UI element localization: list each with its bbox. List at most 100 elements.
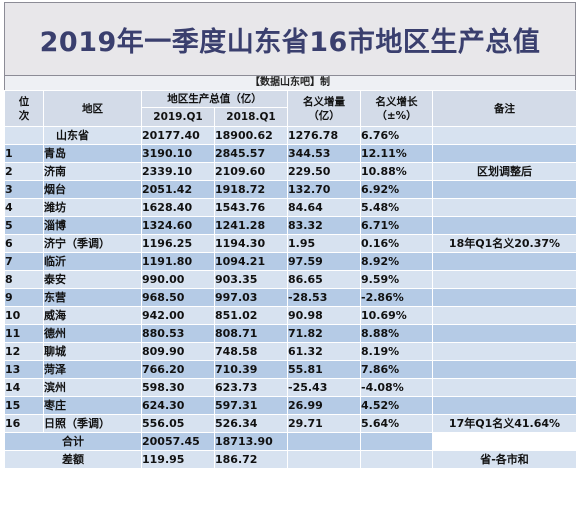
province-2019: 20177.40 — [141, 126, 215, 145]
row-increase: 29.71 — [287, 414, 361, 433]
header-note: 备注 — [432, 90, 577, 127]
row-2018: 1094.21 — [214, 252, 288, 271]
row-note — [432, 270, 577, 289]
row-growth: 6.71% — [360, 216, 433, 235]
row-2018: 1918.72 — [214, 180, 288, 199]
row-growth: -4.08% — [360, 378, 433, 397]
province-row: 山东省 20177.40 18900.62 1276.78 6.76% — [4, 126, 577, 145]
row-note — [432, 252, 577, 271]
row-growth: -2.86% — [360, 288, 433, 307]
row-region: 济南 — [43, 162, 142, 181]
header-2019q1: 2019.Q1 — [141, 107, 215, 127]
row-region: 日照（季调） — [43, 414, 142, 433]
row-note — [432, 396, 577, 415]
province-increase: 1276.78 — [287, 126, 361, 145]
row-note — [432, 324, 577, 343]
row-rank: 15 — [4, 396, 44, 415]
province-name: 山东省 — [43, 126, 142, 145]
row-2019: 3190.10 — [141, 144, 215, 163]
row-growth: 6.92% — [360, 180, 433, 199]
row-2019: 809.90 — [141, 342, 215, 361]
row-region: 临沂 — [43, 252, 142, 271]
diff-note: 省-各市和 — [432, 450, 577, 469]
source-credit: 【数据山东吧】制 — [4, 76, 576, 90]
row-region: 济宁（季调） — [43, 234, 142, 253]
row-2018: 748.58 — [214, 342, 288, 361]
row-region: 聊城 — [43, 342, 142, 361]
row-rank: 13 — [4, 360, 44, 379]
row-note: 17年Q1名义41.64% — [432, 414, 577, 433]
total-row: 合计 20057.45 18713.90 — [4, 432, 577, 451]
row-note: 18年Q1名义20.37% — [432, 234, 577, 253]
header-rank: 位 次 — [4, 90, 44, 127]
row-region: 德州 — [43, 324, 142, 343]
row-region: 东营 — [43, 288, 142, 307]
row-increase: 90.98 — [287, 306, 361, 325]
table-row: 11 德州 880.53 808.71 71.82 8.88% — [4, 324, 577, 343]
table-row: 12 聊城 809.90 748.58 61.32 8.19% — [4, 342, 577, 361]
diff-growth — [360, 450, 433, 469]
row-increase: 26.99 — [287, 396, 361, 415]
row-2018: 1194.30 — [214, 234, 288, 253]
row-increase: 84.64 — [287, 198, 361, 217]
row-growth: 10.88% — [360, 162, 433, 181]
row-rank: 8 — [4, 270, 44, 289]
row-increase: 71.82 — [287, 324, 361, 343]
row-rank: 16 — [4, 414, 44, 433]
table-row: 5 淄博 1324.60 1241.28 83.32 6.71% — [4, 216, 577, 235]
row-rank: 3 — [4, 180, 44, 199]
row-note — [432, 306, 577, 325]
row-rank: 10 — [4, 306, 44, 325]
table-row: 9 东营 968.50 997.03 -28.53 -2.86% — [4, 288, 577, 307]
table-row: 10 威海 942.00 851.02 90.98 10.69% — [4, 306, 577, 325]
row-2019: 598.30 — [141, 378, 215, 397]
row-2019: 1628.40 — [141, 198, 215, 217]
row-growth: 10.69% — [360, 306, 433, 325]
table-row: 13 菏泽 766.20 710.39 55.81 7.86% — [4, 360, 577, 379]
row-growth: 8.92% — [360, 252, 433, 271]
table-row: 4 潍坊 1628.40 1543.76 84.64 5.48% — [4, 198, 577, 217]
row-increase: -28.53 — [287, 288, 361, 307]
table-row: 6 济宁（季调） 1196.25 1194.30 1.95 0.16% 18年Q1名义20.… — [4, 234, 577, 253]
table-row: 14 滨州 598.30 623.73 -25.43 -4.08% — [4, 378, 577, 397]
row-growth: 7.86% — [360, 360, 433, 379]
row-rank: 12 — [4, 342, 44, 361]
row-rank: 1 — [4, 144, 44, 163]
row-2019: 556.05 — [141, 414, 215, 433]
row-rank: 4 — [4, 198, 44, 217]
row-2019: 1191.80 — [141, 252, 215, 271]
row-note — [432, 342, 577, 361]
row-increase: 55.81 — [287, 360, 361, 379]
total-note — [432, 432, 577, 451]
diff-increase — [287, 450, 361, 469]
province-2018: 18900.62 — [214, 126, 288, 145]
row-note — [432, 216, 577, 235]
row-region: 威海 — [43, 306, 142, 325]
row-growth: 0.16% — [360, 234, 433, 253]
province-rank — [4, 126, 44, 145]
row-2018: 710.39 — [214, 360, 288, 379]
row-rank: 9 — [4, 288, 44, 307]
table-header: 位 次 地区 地区生产总值（亿） 名义增量 （亿） 名义增长 （±%） 备注 2… — [4, 90, 577, 127]
header-region: 地区 — [43, 90, 142, 127]
table-row: 16 日照（季调） 556.05 526.34 29.71 5.64% 17年Q1名义41.… — [4, 414, 577, 433]
row-2019: 624.30 — [141, 396, 215, 415]
row-increase: 61.32 — [287, 342, 361, 361]
total-growth — [360, 432, 433, 451]
table-footer: 合计 20057.45 18713.90 差额 119.95 186.72 省-… — [4, 432, 577, 469]
table-row: 1 青岛 3190.10 2845.57 344.53 12.11% — [4, 144, 577, 163]
diff-2018: 186.72 — [214, 450, 288, 469]
total-2018: 18713.90 — [214, 432, 288, 451]
row-2018: 2109.60 — [214, 162, 288, 181]
province-note — [432, 126, 577, 145]
row-note — [432, 144, 577, 163]
row-note — [432, 198, 577, 217]
total-increase — [287, 432, 361, 451]
row-growth: 5.64% — [360, 414, 433, 433]
table-body: 山东省 20177.40 18900.62 1276.78 6.76% 1 青岛 3… — [4, 126, 577, 433]
row-rank: 7 — [4, 252, 44, 271]
row-note — [432, 180, 577, 199]
row-2018: 623.73 — [214, 378, 288, 397]
row-note — [432, 378, 577, 397]
row-region: 烟台 — [43, 180, 142, 199]
